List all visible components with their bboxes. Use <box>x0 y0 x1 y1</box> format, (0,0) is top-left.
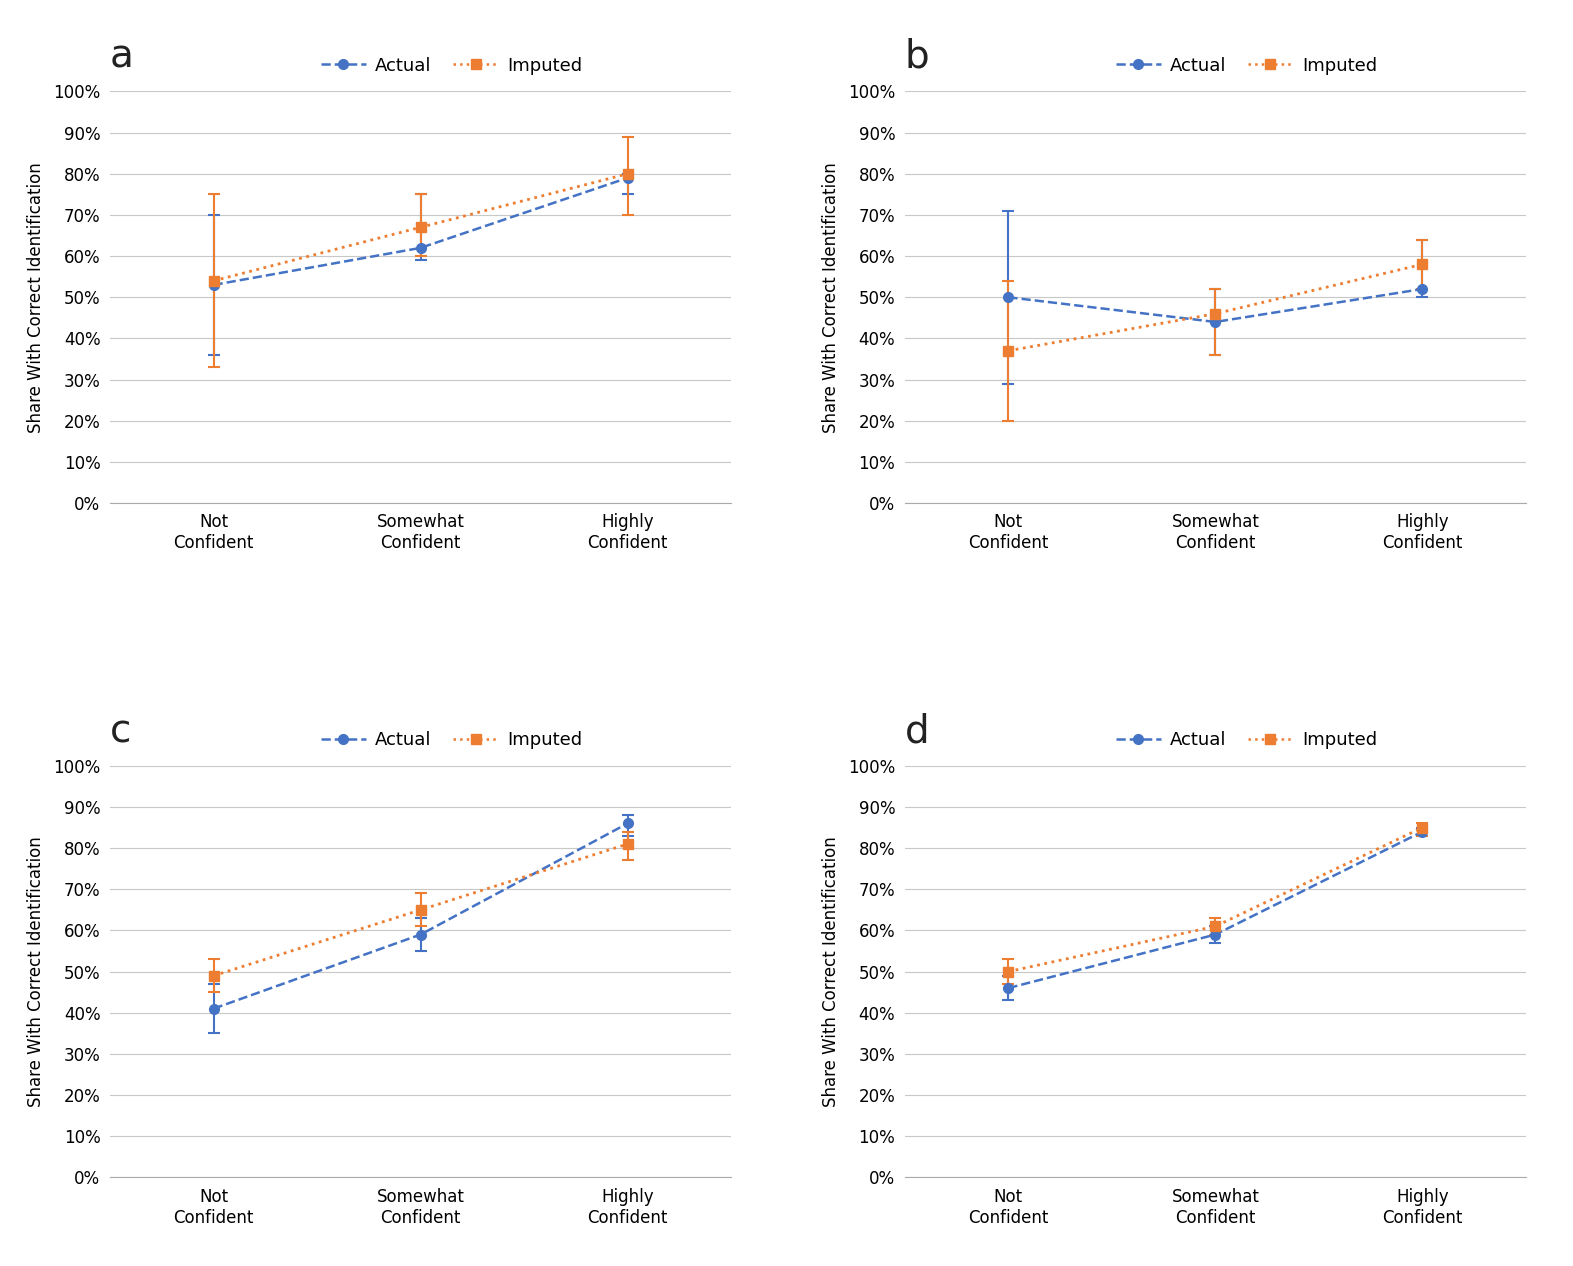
Y-axis label: Share With Correct Identification: Share With Correct Identification <box>821 162 840 433</box>
Text: d: d <box>904 713 930 751</box>
Text: a: a <box>110 38 134 76</box>
Text: c: c <box>110 713 132 751</box>
Legend: Actual, Imputed: Actual, Imputed <box>1109 49 1384 82</box>
Legend: Actual, Imputed: Actual, Imputed <box>313 49 590 82</box>
Text: b: b <box>904 38 930 76</box>
Legend: Actual, Imputed: Actual, Imputed <box>313 724 590 757</box>
Y-axis label: Share With Correct Identification: Share With Correct Identification <box>821 837 840 1106</box>
Legend: Actual, Imputed: Actual, Imputed <box>1109 724 1384 757</box>
Y-axis label: Share With Correct Identification: Share With Correct Identification <box>27 837 44 1106</box>
Y-axis label: Share With Correct Identification: Share With Correct Identification <box>27 162 44 433</box>
